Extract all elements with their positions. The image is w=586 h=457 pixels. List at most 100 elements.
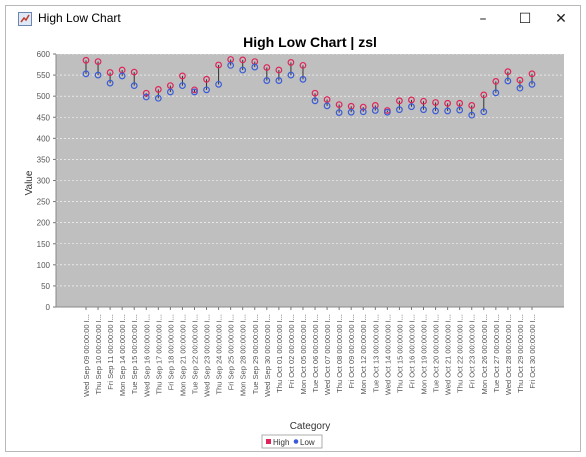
low-point — [263, 77, 271, 84]
y-tick-label: 100 — [37, 261, 51, 270]
high-point — [203, 75, 210, 83]
low-point — [528, 80, 536, 88]
high-point — [468, 102, 476, 109]
x-tick-label: Thu Sep 10 00:00:00 I... — [94, 314, 103, 394]
high-point — [191, 86, 198, 94]
low-point — [492, 89, 500, 97]
y-tick-label: 150 — [37, 240, 51, 249]
y-tick-label: 250 — [37, 198, 51, 207]
x-tick-label: Fri Oct 02 00:00:00 I... — [287, 314, 296, 389]
java-app-icon — [18, 12, 32, 26]
x-tick-label: Tue Oct 20 00:00:00 I... — [432, 314, 441, 393]
high-point — [287, 59, 295, 66]
window-title: High Low Chart — [38, 11, 121, 25]
high-point — [263, 64, 271, 71]
x-tick-label: Thu Oct 08 00:00:00 I... — [335, 314, 344, 393]
minimize-button[interactable]: – — [479, 11, 487, 27]
high-point — [444, 99, 452, 107]
y-tick-label: 600 — [37, 50, 51, 59]
x-tick-label: Fri Sep 11 00:00:00 I... — [106, 314, 115, 390]
x-tick-label: Tue Oct 06 00:00:00 I... — [311, 314, 320, 393]
low-point — [179, 82, 186, 90]
low-point — [191, 88, 198, 96]
y-tick-label: 400 — [37, 134, 51, 143]
low-point — [516, 84, 524, 92]
x-tick-label: Thu Oct 01 00:00:00 I... — [275, 314, 284, 393]
high-point — [396, 97, 403, 105]
legend-low-label: Low — [300, 438, 315, 447]
high-low-marks — [82, 56, 536, 119]
high-point — [130, 68, 138, 76]
y-axis: 0 50 100 150 200 250 300 350 400 450 500 550 600 — [37, 50, 57, 312]
x-tick-label: Mon Sep 21 00:00:00 I... — [178, 314, 187, 396]
maximize-button[interactable]: ☐ — [518, 11, 532, 27]
high-point — [456, 99, 464, 107]
x-tick-label: Wed Sep 09 00:00:00 I... — [82, 314, 91, 397]
x-tick-label: Thu Oct 15 00:00:00 I... — [395, 314, 404, 393]
low-point — [432, 107, 439, 115]
legend-box — [261, 434, 323, 449]
low-point — [82, 70, 90, 78]
low-point — [94, 71, 102, 79]
low-point — [468, 111, 476, 119]
x-tick-label: Mon Oct 12 00:00:00 I... — [359, 314, 368, 394]
x-tick-label: Thu Sep 24 00:00:00 I... — [215, 314, 224, 394]
low-point — [371, 107, 379, 114]
x-tick-label: Wed Sep 30 00:00:00 I... — [263, 314, 272, 397]
high-point — [335, 101, 343, 108]
high-point — [359, 103, 367, 111]
low-point — [227, 61, 235, 69]
high-point — [142, 89, 150, 97]
chart-title: High Low Chart | zsl — [243, 34, 377, 50]
low-point — [287, 71, 295, 79]
x-tick-label: Tue Oct 13 00:00:00 I... — [371, 314, 380, 393]
low-point — [408, 103, 415, 111]
high-point — [275, 66, 283, 74]
x-tick-label: Wed Sep 16 00:00:00 I... — [142, 314, 151, 397]
low-point — [396, 106, 403, 114]
x-tick-label: Tue Sep 22 00:00:00 I... — [190, 314, 199, 394]
x-tick-label: Mon Oct 05 00:00:00 I... — [299, 314, 308, 394]
x-tick-label: Fri Oct 09 00:00:00 I... — [347, 314, 356, 389]
x-tick-label: Thu Sep 17 00:00:00 I... — [154, 314, 163, 394]
high-point — [432, 99, 439, 106]
x-tick-label: Fri Oct 30 00:00:00 I... — [528, 314, 537, 389]
high-point — [420, 97, 427, 105]
low-point — [239, 66, 247, 74]
x-tick-label: Tue Sep 15 00:00:00 I... — [130, 314, 139, 394]
low-point — [251, 63, 259, 71]
y-tick-label: 50 — [41, 282, 50, 291]
low-point — [299, 75, 307, 83]
low-point — [480, 108, 488, 116]
high-point — [480, 91, 488, 99]
x-tick-label: Wed Oct 07 00:00:00 I... — [323, 314, 332, 395]
low-point — [275, 77, 283, 84]
y-tick-label: 0 — [46, 303, 51, 312]
low-point — [444, 107, 452, 115]
high-point — [528, 70, 536, 78]
x-tick-label: Mon Sep 14 00:00:00 I... — [118, 314, 127, 396]
low-point — [323, 102, 331, 110]
close-button[interactable]: ✕ — [555, 11, 567, 27]
y-tick-label: 450 — [37, 113, 51, 122]
x-tick-label: Fri Sep 25 00:00:00 I... — [227, 314, 236, 390]
x-tick-label: Fri Oct 16 00:00:00 I... — [407, 314, 416, 389]
x-tick-label: Thu Oct 22 00:00:00 I... — [456, 314, 465, 393]
low-point — [203, 86, 210, 94]
high-point — [106, 69, 114, 76]
high-point — [239, 56, 247, 64]
x-axis-label: Category — [290, 421, 331, 432]
x-tick-label: Mon Oct 26 00:00:00 I... — [480, 314, 489, 394]
high-point — [323, 96, 331, 103]
high-point — [154, 86, 162, 93]
y-tick-label: 350 — [37, 155, 51, 164]
x-tick-label: Wed Oct 21 00:00:00 I... — [444, 314, 453, 395]
x-tick-label: Wed Oct 28 00:00:00 I... — [504, 314, 513, 395]
low-point — [383, 108, 391, 116]
low-point — [142, 93, 150, 101]
x-tick-label: Fri Sep 18 00:00:00 I... — [166, 314, 175, 390]
low-point — [311, 97, 319, 105]
x-tick-label: Mon Oct 19 00:00:00 I... — [420, 314, 429, 394]
low-point — [347, 108, 355, 116]
